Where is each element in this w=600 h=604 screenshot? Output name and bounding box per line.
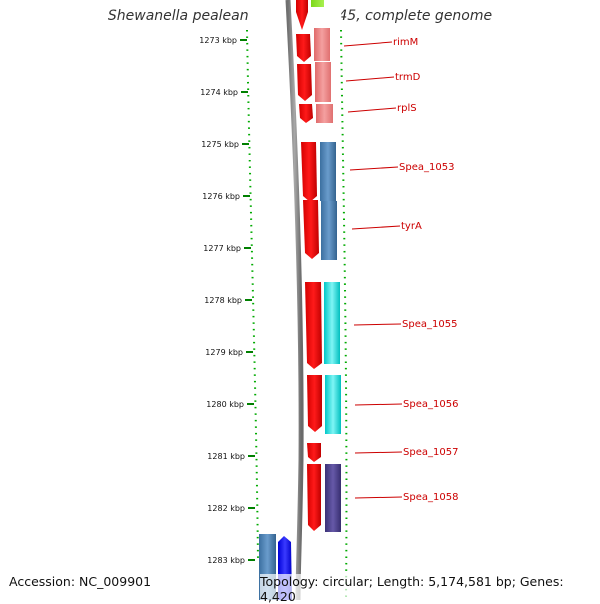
gene-Spea_1056: [307, 375, 322, 432]
gene-label-rplS: rplS: [397, 103, 417, 114]
cog-rimM: [314, 28, 330, 61]
gene-Spea_1057: [307, 443, 321, 462]
gene-label-Spea_1058: Spea_1058: [403, 492, 458, 503]
gene-trmD: [297, 64, 312, 101]
gene-label-Spea_1053: Spea_1053: [399, 162, 454, 173]
genome-stats-text: Topology: circular; Length: 5,174,581 bp…: [260, 574, 600, 604]
kbp-tick-label: 1282 kbp: [207, 504, 245, 513]
gene-top-red-arrowhead: [296, 12, 308, 30]
kbp-tick-label: 1273 kbp: [199, 36, 237, 45]
gene-Spea_1058: [307, 464, 321, 531]
cog-Spea_1058: [325, 464, 341, 532]
left-dotted-guide: [246, 29, 259, 561]
kbp-tick-label: 1274 kbp: [200, 88, 238, 97]
gene-label-Spea_1055: Spea_1055: [402, 319, 457, 330]
gene-top-green: [311, 0, 324, 7]
kbp-tick-label: 1277 kbp: [203, 244, 241, 253]
gene-tyrA: [303, 200, 319, 259]
right-dotted-guide: [340, 29, 348, 600]
accession-text: Accession: NC_009901: [9, 574, 152, 589]
gene-label-rimM: rimM: [393, 37, 418, 48]
gene-label-Spea_1057: Spea_1057: [403, 447, 458, 458]
cog-rplS: [316, 104, 333, 123]
gene-Spea_1055: [305, 282, 322, 369]
gene-Spea_1053: [301, 142, 317, 202]
gene-labels: rimM trmD rplS Spea_1053 tyrA Spea_1055 …: [393, 37, 458, 503]
gene-label-tyrA: tyrA: [401, 221, 422, 232]
cog-trmD: [315, 62, 331, 102]
kbp-tick-label: 1281 kbp: [207, 452, 245, 461]
gene-label-Spea_1056: Spea_1056: [403, 399, 458, 410]
kbp-tick-label: 1278 kbp: [204, 296, 242, 305]
kbp-tick-label: 1276 kbp: [202, 192, 240, 201]
label-connectors: [343, 41, 403, 499]
gene-rplS: [299, 104, 313, 123]
cog-Spea_1056: [325, 375, 341, 434]
gene-rimM: [296, 34, 311, 62]
cog-Spea_1053: [320, 142, 336, 201]
cog-tyrA: [321, 201, 337, 260]
kbp-ticks: 1273 kbp 1274 kbp 1275 kbp 1276 kbp 1277 kbp…: [199, 36, 255, 565]
gene-label-trmD: trmD: [395, 72, 421, 83]
gene-top-red: [296, 0, 308, 12]
genome-backbone: [285, 0, 304, 600]
kbp-tick-label: 1280 kbp: [206, 400, 244, 409]
kbp-tick-label: 1275 kbp: [201, 140, 239, 149]
kbp-tick-label: 1279 kbp: [205, 348, 243, 357]
kbp-tick-label: 1283 kbp: [207, 556, 245, 565]
cog-Spea_1055: [324, 282, 340, 364]
